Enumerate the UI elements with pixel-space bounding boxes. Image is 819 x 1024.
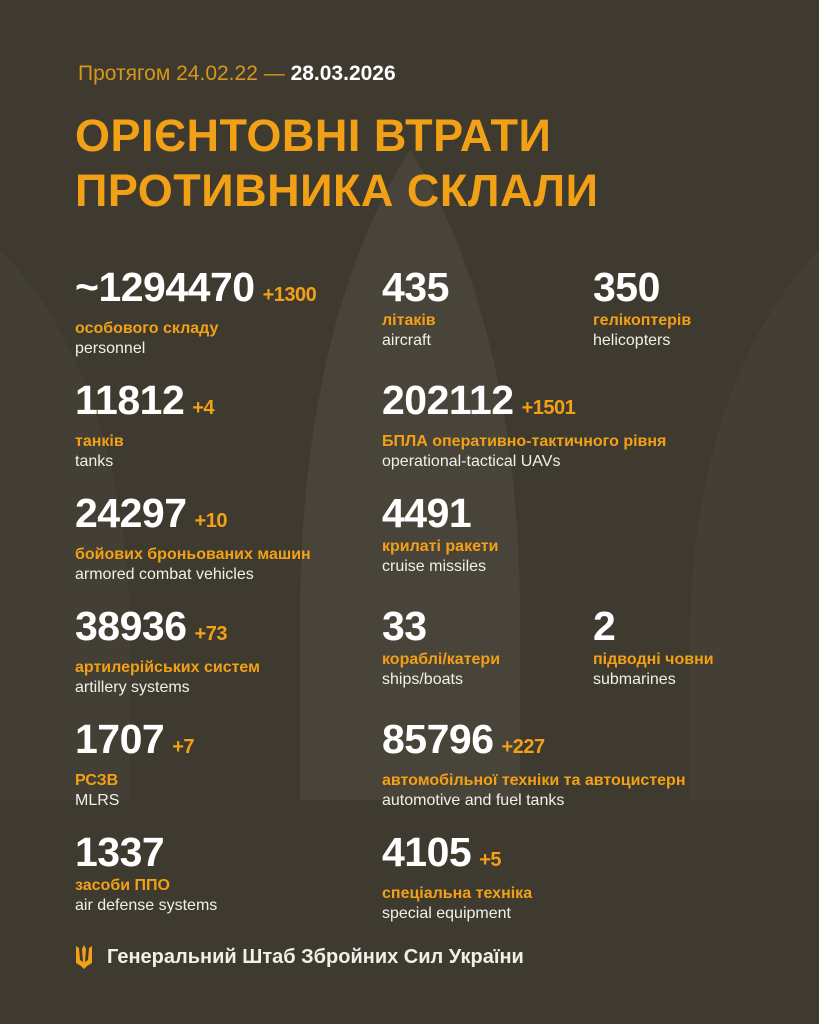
stat-item: 4491 крилаті ракети cruise missiles [382,491,498,577]
stat-item: 33 кораблі/катери ships/boats [382,604,500,690]
stat-number: 4491 [382,490,472,536]
stat-number: 435 [382,264,449,310]
stat-label-uk: кораблі/катери [382,651,501,668]
stat-label-uk: літаків [382,312,436,329]
stat-label-uk: РСЗВ [75,772,119,789]
stat-item: 2 підводні човни submarines [593,604,714,690]
stat-delta: +7 [172,736,195,758]
stat-value: 33 [382,604,500,648]
stat-number: 38936 [75,603,187,649]
date-range: Протягом 24.02.22 — 28.03.2026 [78,62,396,86]
stat-number: 85796 [382,716,494,762]
stat-delta: +10 [194,510,228,532]
stat-number: 4105 [382,829,472,875]
stat-item: 1707 +7 РСЗВ MLRS [75,716,195,811]
stat-value: 38936 +73 [75,604,260,656]
stat-delta: +4 [192,397,215,419]
stat-label-uk: артилерійських систем [75,659,260,676]
stat-label-uk: гелікоптерів [593,312,692,329]
stat-item: 38936 +73 артилерійських систем artillery… [75,604,260,698]
stat-label-en: cruise missiles [382,558,487,575]
stat-number: 24297 [75,490,187,536]
stat-value: 2 [593,604,714,648]
stat-item: ~1294470 +1300 особового складу personnel [75,264,317,359]
stat-label-en: helicopters [593,332,671,349]
stat-label-en: artillery systems [75,679,190,696]
stat-item: 435 літаків aircraft [382,265,449,351]
stat-label-uk: особового складу [75,320,219,337]
page-title: ОРІЄНТОВНІ ВТРАТИ ПРОТИВНИКА СКЛАЛИ [75,108,598,218]
stat-value: 11812 +4 [75,377,215,430]
stat-label-en: armored combat vehicles [75,566,254,583]
stat-item: 24297 +10 бойових броньованих машин armor… [75,491,311,585]
stat-number: 1337 [75,829,165,875]
stat-label-uk: спеціальна техніка [382,885,533,902]
footer: Генеральний Штаб Збройних Сил України [75,944,524,970]
stat-item: 202112 +1501 БПЛА оперативно-тактичного р… [382,378,666,472]
stat-value: 435 [382,265,449,309]
stat-label-en: tanks [75,453,114,470]
stat-item: 85796 +227 автомобільної техніки та автоц… [382,717,685,811]
stat-item: 350 гелікоптерів helicopters [593,265,691,351]
stat-item: 1337 засоби ППО air defense systems [75,830,217,916]
stat-value: 1707 +7 [75,716,195,769]
trident-icon [76,945,92,969]
stat-label-uk: крилаті ракети [382,538,499,555]
stat-value: 4491 [382,491,498,535]
stat-label-en: special equipment [382,905,511,922]
stat-number: ~1294470 [75,264,255,310]
stat-value: 24297 +10 [75,491,311,543]
stat-number: 1707 [75,716,165,762]
stat-label-en: submarines [593,671,676,688]
stat-label-uk: танків [75,433,124,450]
stat-label-uk: підводні човни [593,651,714,668]
stat-delta: +1501 [521,397,576,419]
stat-label-en: automotive and fuel tanks [382,792,565,809]
stat-number: 33 [382,603,427,649]
stat-delta: +5 [479,849,502,871]
stat-label-uk: засоби ППО [75,877,170,894]
stat-delta: +227 [501,736,546,758]
stat-value: 202112 +1501 [382,378,666,430]
stat-label-uk: автомобільної техніки та автоцистерн [382,772,686,789]
stat-item: 4105 +5 спеціальна техніка special equipm… [382,830,532,924]
stat-label-en: MLRS [75,792,120,809]
stat-number: 2 [593,603,616,649]
stat-label-uk: бойових броньованих машин [75,546,311,563]
footer-org-name: Генеральний Штаб Збройних Сил України [107,945,524,968]
stat-label-en: air defense systems [75,897,218,914]
date-start: Протягом 24.02.22 — [78,62,285,85]
stat-value: 85796 +227 [382,717,685,769]
stat-item: 11812 +4 танків tanks [75,377,215,472]
stat-delta: +1300 [262,284,317,306]
stat-delta: +73 [194,623,228,645]
stat-label-en: personnel [75,340,146,357]
stat-value: 350 [593,265,691,309]
stat-value: 1337 [75,830,217,874]
stat-label-en: ships/boats [382,671,463,688]
stat-value: ~1294470 +1300 [75,264,317,317]
stat-number: 202112 [382,377,514,423]
stat-label-en: operational-tactical UAVs [382,453,561,470]
stat-label-uk: БПЛА оперативно-тактичного рівня [382,433,667,450]
stat-number: 11812 [75,377,185,423]
stat-label-en: aircraft [382,332,431,349]
stat-number: 350 [593,264,660,310]
date-end: 28.03.2026 [290,62,396,85]
title-line-2: ПРОТИВНИКА СКЛАЛИ [75,165,599,216]
title-line-1: ОРІЄНТОВНІ ВТРАТИ [75,110,552,161]
stat-value: 4105 +5 [382,830,532,882]
